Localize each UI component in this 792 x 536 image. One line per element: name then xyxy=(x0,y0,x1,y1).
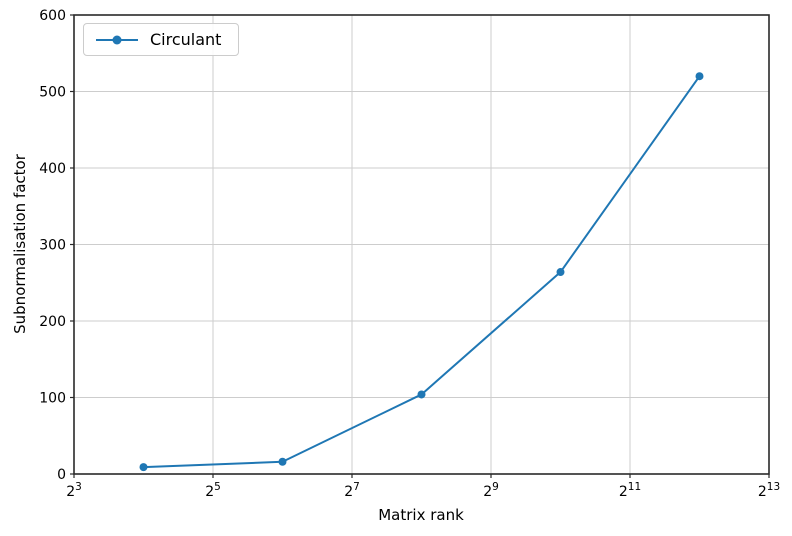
svg-text:100: 100 xyxy=(39,391,66,407)
svg-text:600: 600 xyxy=(39,8,66,24)
svg-text:0: 0 xyxy=(57,467,66,483)
svg-text:211: 211 xyxy=(619,481,641,500)
svg-text:500: 500 xyxy=(39,85,66,101)
svg-text:25: 25 xyxy=(205,481,221,500)
svg-text:29: 29 xyxy=(483,481,499,500)
legend: Circulant xyxy=(83,23,239,56)
svg-text:27: 27 xyxy=(344,481,360,500)
y-axis-label: Subnormalisation factor xyxy=(11,154,29,334)
legend-line-sample xyxy=(96,35,138,44)
svg-text:200: 200 xyxy=(39,314,66,330)
svg-text:23: 23 xyxy=(66,481,82,500)
x-axis-label: Matrix rank xyxy=(378,506,464,524)
svg-text:300: 300 xyxy=(39,238,66,254)
legend-label: Circulant xyxy=(150,30,222,49)
svg-text:400: 400 xyxy=(39,161,66,177)
svg-text:213: 213 xyxy=(758,481,780,500)
